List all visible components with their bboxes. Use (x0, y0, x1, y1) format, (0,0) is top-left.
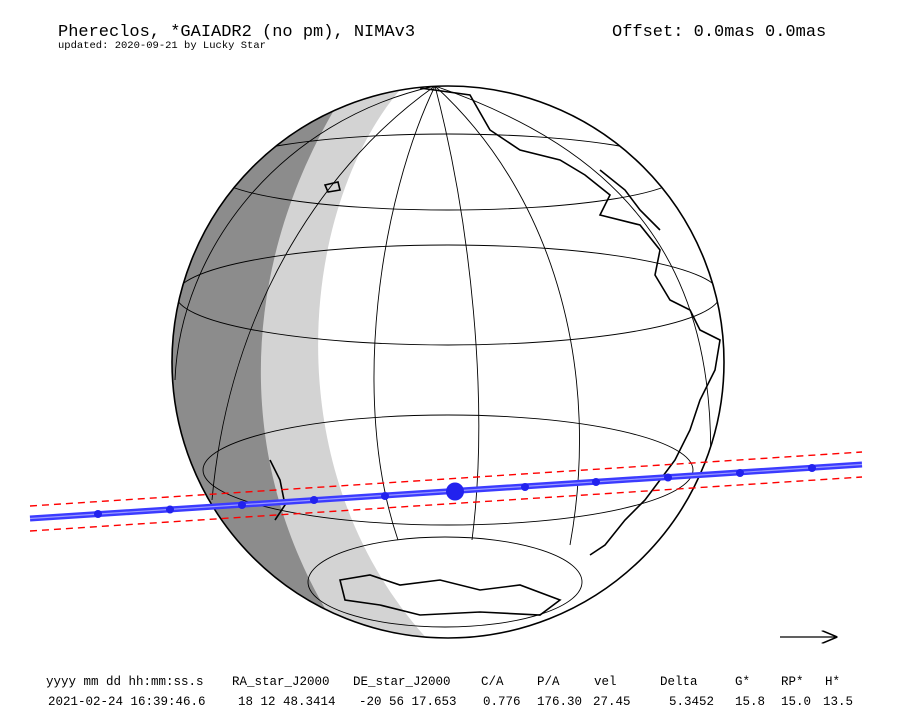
column-header: P/A (537, 675, 560, 689)
table-cell: 27.45 (593, 695, 631, 709)
column-header: DE_star_J2000 (353, 675, 451, 689)
table-cell: 15.8 (735, 695, 765, 709)
column-header: RA_star_J2000 (232, 675, 330, 689)
globe (172, 86, 724, 638)
offset: Offset: 0.0mas 0.0mas (612, 23, 826, 42)
column-header: G* (735, 675, 750, 689)
subtitle: updated: 2020-09-21 by Lucky Star (58, 40, 266, 52)
table-cell: 176.30 (537, 695, 582, 709)
column-header: vel (594, 675, 617, 689)
info-table: yyyy mm dd hh:mm:ss.s RA_star_J2000 DE_sta… (46, 675, 853, 709)
table-cell: 15.0 (781, 695, 811, 709)
column-header: yyyy mm dd hh:mm:ss.s (46, 675, 204, 689)
table-cell: 5.3452 (669, 695, 714, 709)
table-cell: 13.5 (823, 695, 853, 709)
column-header: C/A (481, 675, 504, 689)
column-header: H* (825, 675, 840, 689)
table-cell: 2021-02-24 16:39:46.6 (48, 695, 206, 709)
table-cell: -20 56 17.653 (359, 695, 457, 709)
table-cell: 18 12 48.3414 (238, 695, 336, 709)
title: Phereclos, *GAIADR2 (no pm), NIMAv3 (58, 23, 415, 42)
column-header: Delta (660, 675, 698, 689)
shadow-path (29, 451, 863, 532)
column-header: RP* (781, 675, 804, 689)
table-cell: 0.776 (483, 695, 521, 709)
